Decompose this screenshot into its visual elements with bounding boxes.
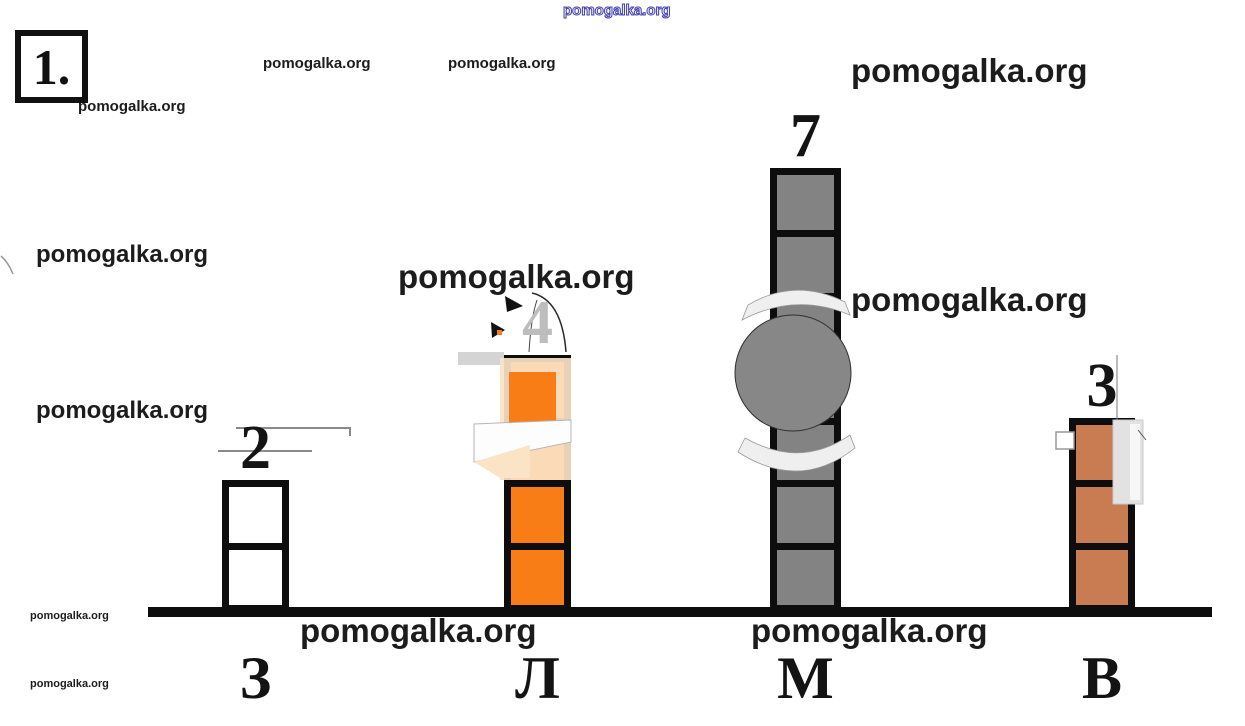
bar-column-z bbox=[222, 480, 289, 612]
unit-block bbox=[777, 237, 834, 293]
ink-blot-artifact bbox=[491, 322, 505, 338]
category-label-v: В bbox=[1081, 645, 1123, 711]
watermark: pomogalka.org bbox=[751, 612, 988, 649]
unit-block bbox=[511, 362, 564, 418]
problem-number-box: 1. bbox=[15, 30, 88, 103]
category-label-z: З bbox=[239, 645, 272, 711]
watermark: pomogalka.org bbox=[851, 281, 1088, 318]
value-label-m: 7 bbox=[790, 101, 821, 170]
unit-block bbox=[777, 174, 834, 230]
watermark: pomogalka.org bbox=[30, 610, 109, 622]
watermark: pomogalka.org bbox=[36, 241, 209, 268]
stray-curve-artifact bbox=[0, 255, 14, 275]
watermark-outline: pomogalka.org bbox=[563, 2, 672, 20]
stray-line-artifact bbox=[1137, 429, 1147, 441]
value-label-v: 3 bbox=[1086, 351, 1118, 420]
unit-block bbox=[511, 424, 564, 480]
unit-block bbox=[511, 487, 564, 543]
unit-block bbox=[1076, 549, 1128, 605]
watermark: pomogalka.org bbox=[398, 258, 635, 295]
watermark: pomogalka.org bbox=[851, 52, 1088, 89]
unit-block bbox=[777, 549, 834, 605]
unit-block bbox=[229, 549, 282, 605]
bar-column-v bbox=[1069, 417, 1135, 612]
value-label-z: 2 bbox=[240, 414, 271, 482]
unit-block bbox=[229, 487, 282, 543]
unit-block bbox=[777, 487, 834, 543]
category-label-l: Л bbox=[515, 645, 560, 711]
x-axis-line bbox=[148, 607, 1212, 617]
watermark: pomogalka.org bbox=[78, 98, 186, 115]
category-label-m: М bbox=[777, 645, 834, 711]
watermark: pomogalka.org bbox=[30, 678, 109, 690]
watermark: pomogalka.org bbox=[448, 55, 556, 72]
ghost-band-artifact bbox=[458, 352, 504, 365]
bar-column-l bbox=[504, 355, 571, 612]
unit-block bbox=[1076, 487, 1128, 543]
value-label-l: 4 bbox=[522, 289, 553, 357]
bar-column-m bbox=[770, 167, 841, 612]
watermark: pomogalka.org bbox=[36, 397, 209, 424]
problem-number: 1. bbox=[32, 38, 71, 95]
unit-block bbox=[777, 424, 834, 480]
watermark: pomogalka.org bbox=[300, 612, 537, 649]
unit-block bbox=[511, 549, 564, 605]
ink-blot-artifact bbox=[497, 330, 502, 335]
unit-block bbox=[1076, 424, 1128, 480]
unit-block bbox=[777, 299, 834, 355]
unit-block bbox=[777, 362, 834, 418]
watermark: pomogalka.org bbox=[263, 55, 371, 72]
